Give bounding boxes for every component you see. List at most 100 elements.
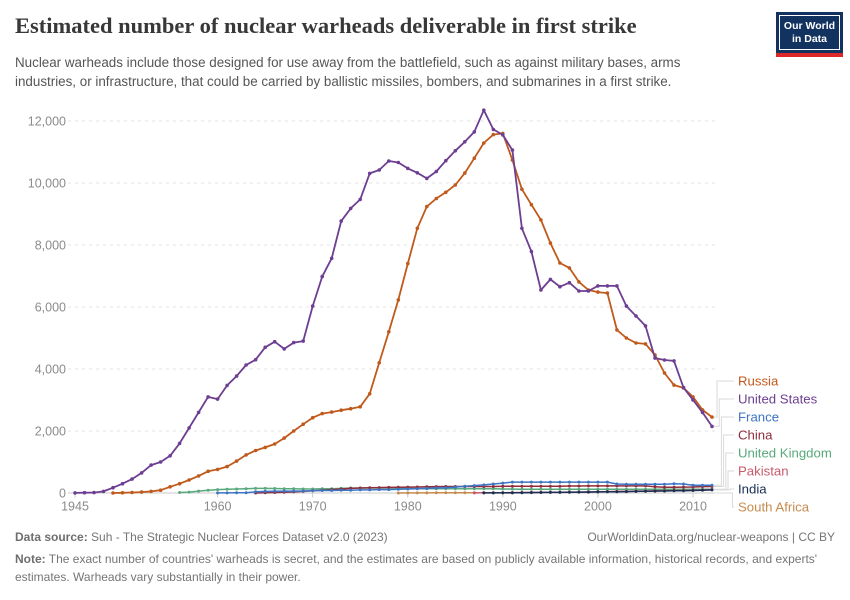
x-axis-label-1990: 1990 xyxy=(489,500,517,514)
data-point xyxy=(672,485,676,489)
data-point xyxy=(406,491,410,495)
data-point xyxy=(634,314,638,318)
data-point xyxy=(368,486,372,490)
data-point xyxy=(539,288,543,292)
data-point xyxy=(244,453,248,457)
data-point xyxy=(501,481,505,485)
data-point xyxy=(586,289,591,293)
data-point xyxy=(596,484,600,488)
data-point xyxy=(120,481,125,486)
data-point xyxy=(615,487,619,491)
data-point xyxy=(387,330,391,334)
data-point xyxy=(235,487,239,491)
data-point xyxy=(158,460,163,464)
data-point xyxy=(463,484,467,488)
owid-license-link[interactable]: OurWorldinData.org/nuclear-weapons | CC … xyxy=(587,530,835,544)
data-point xyxy=(662,371,667,375)
data-point xyxy=(263,345,268,350)
data-point xyxy=(396,160,401,165)
legend-label-pakistan[interactable]: Pakistan xyxy=(738,464,789,479)
data-point xyxy=(682,482,685,486)
data-point xyxy=(292,489,296,493)
data-point xyxy=(510,487,514,491)
data-point xyxy=(415,171,420,175)
data-point xyxy=(377,488,381,492)
chart-subtitle: Nuclear warheads include those designed … xyxy=(15,55,681,90)
data-point xyxy=(520,226,524,231)
legend-label-south-africa[interactable]: South Africa xyxy=(738,500,810,515)
data-point xyxy=(225,383,229,388)
data-point xyxy=(406,261,410,266)
data-point xyxy=(567,487,571,491)
data-point xyxy=(244,363,248,367)
data-point xyxy=(634,489,638,493)
data-point xyxy=(92,490,96,495)
legend-connector-united-states xyxy=(714,398,734,427)
page-title: Estimated number of nuclear warheads del… xyxy=(15,13,637,38)
data-point xyxy=(158,488,163,493)
data-point xyxy=(491,487,495,491)
series-line-france[interactable] xyxy=(216,480,714,495)
x-axis-label-1960: 1960 xyxy=(204,500,232,514)
series-line-india[interactable] xyxy=(482,488,714,495)
data-point xyxy=(482,491,486,495)
data-point xyxy=(139,490,144,494)
data-point xyxy=(111,491,115,495)
data-point xyxy=(301,422,306,427)
data-point xyxy=(681,385,686,390)
x-axis-label-2010: 2010 xyxy=(679,500,707,514)
series-line-russia[interactable] xyxy=(111,131,714,495)
data-point xyxy=(491,127,496,132)
legend-label-china[interactable]: China xyxy=(738,428,773,443)
data-point xyxy=(339,408,344,413)
data-point xyxy=(225,491,229,495)
data-point xyxy=(653,489,657,493)
data-point xyxy=(358,197,363,202)
data-point xyxy=(567,490,571,494)
data-point xyxy=(634,341,638,345)
data-point xyxy=(291,340,296,345)
legend-label-united-states[interactable]: United States xyxy=(738,392,818,407)
legend-label-india[interactable]: India xyxy=(738,482,767,497)
data-point xyxy=(215,467,220,472)
data-point xyxy=(653,482,657,486)
data-point xyxy=(577,490,581,494)
data-point xyxy=(73,491,77,495)
line-path-united-states xyxy=(74,109,713,494)
data-point xyxy=(539,491,543,494)
data-point xyxy=(434,196,439,201)
data-point xyxy=(101,489,106,494)
data-point xyxy=(472,491,476,495)
data-point xyxy=(472,484,476,488)
data-point xyxy=(149,463,153,467)
data-point xyxy=(558,487,562,491)
data-point xyxy=(615,490,619,494)
data-point xyxy=(206,488,210,492)
data-point xyxy=(444,158,448,163)
data-point xyxy=(605,284,610,288)
data-point xyxy=(282,347,287,351)
x-axis-label-1970: 1970 xyxy=(299,500,327,514)
data-point xyxy=(529,487,533,491)
legend-label-russia[interactable]: Russia xyxy=(738,374,779,389)
data-point xyxy=(130,490,134,495)
data-point xyxy=(672,359,676,363)
data-point xyxy=(111,485,115,490)
data-point xyxy=(197,489,201,493)
data-point xyxy=(548,480,552,484)
data-point xyxy=(206,395,210,399)
data-point xyxy=(444,486,448,490)
data-point xyxy=(501,484,505,488)
legend-label-france[interactable]: France xyxy=(738,410,779,425)
series-line-united-states[interactable] xyxy=(73,108,714,495)
data-point xyxy=(710,415,714,419)
owid-logo[interactable]: Our World in Data xyxy=(776,12,843,57)
data-point xyxy=(605,291,610,295)
legend-label-united-kingdom[interactable]: United Kingdom xyxy=(738,446,832,461)
data-point xyxy=(653,356,657,360)
data-point xyxy=(510,480,514,484)
data-point xyxy=(149,489,153,494)
data-point xyxy=(710,483,714,487)
data-point xyxy=(501,487,505,491)
data-point xyxy=(644,482,647,486)
